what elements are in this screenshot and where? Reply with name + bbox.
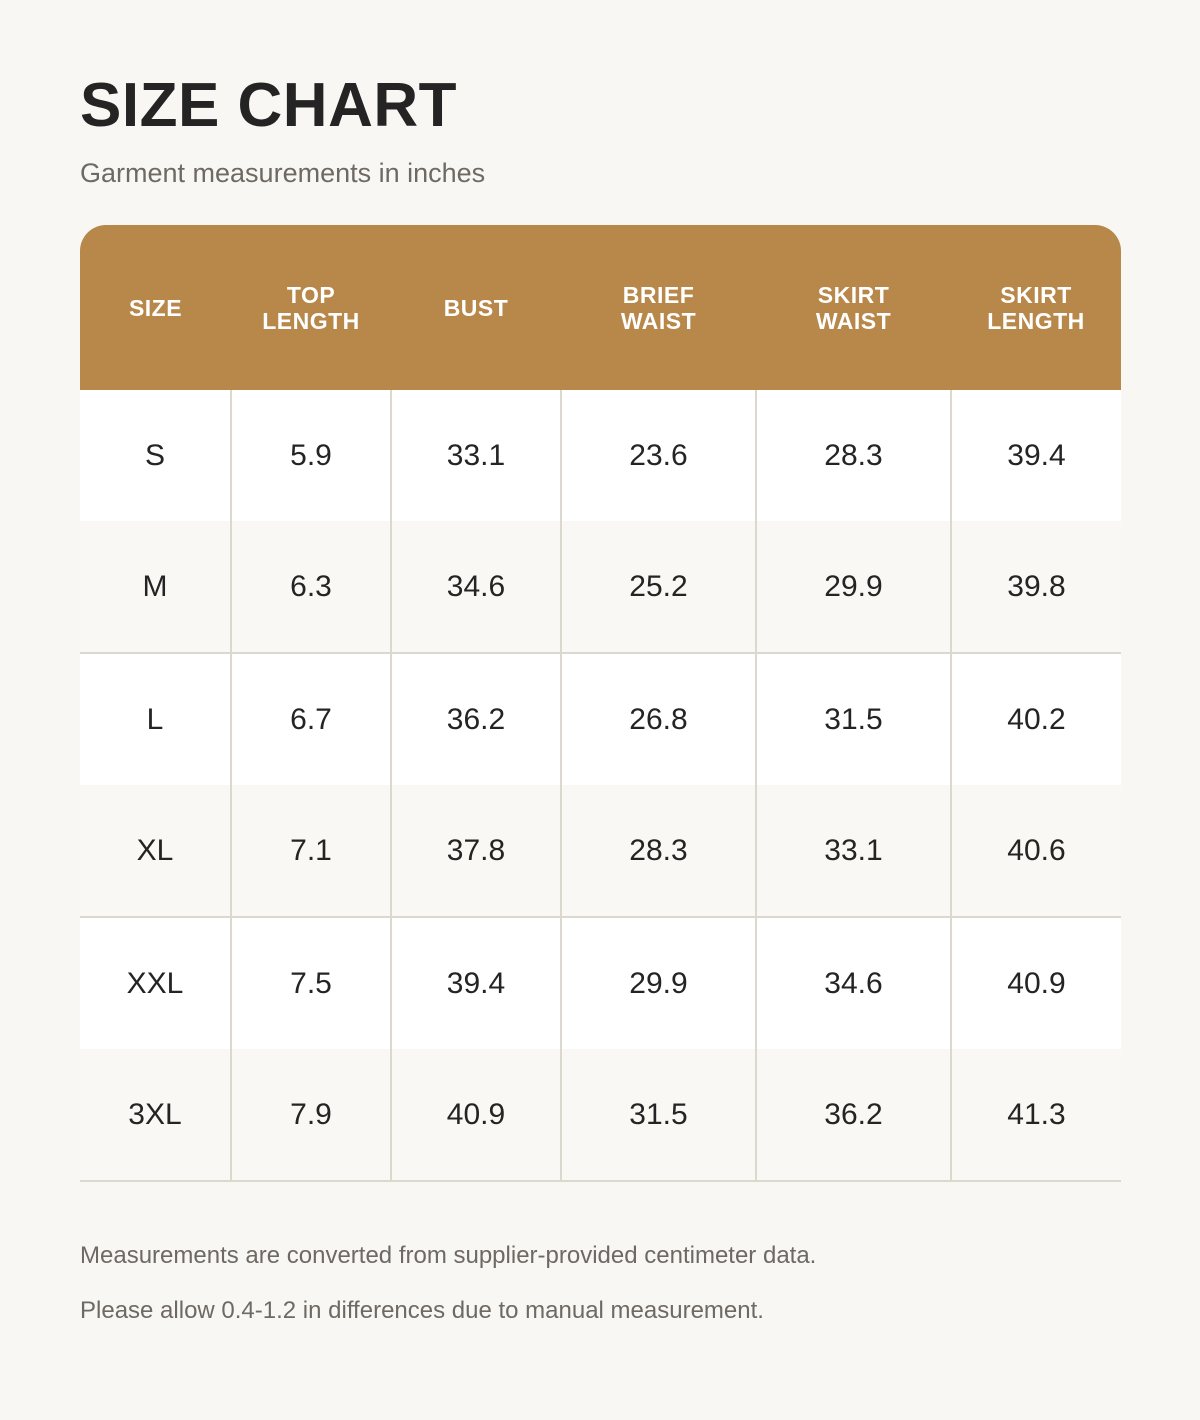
- table-cell-top-length: 7.9: [230, 1049, 391, 1182]
- table-cell-skirt-waist: 31.5: [755, 653, 951, 785]
- table-cell-skirt-length: 40.6: [950, 785, 1121, 918]
- column-header-line: SIZE: [128, 294, 183, 321]
- table-cell-brief-waist: 29.9: [560, 917, 756, 1049]
- column-header-line: LENGTH: [262, 307, 360, 334]
- table-cell-size: S: [144, 438, 165, 472]
- table-cell-top-length: 6.7: [230, 653, 391, 785]
- table-cell-top-length: 5.9: [230, 390, 391, 521]
- table-cell-bust: 39.4: [390, 917, 561, 1049]
- column-header-line: BRIEF: [622, 281, 695, 308]
- table-cell-bust: 36.2: [390, 653, 561, 785]
- table-cell-brief-waist: 26.8: [560, 653, 756, 785]
- conversion-note: Measurements are converted from supplier…: [80, 1242, 817, 1269]
- table-cell-skirt-waist: 28.3: [755, 390, 951, 521]
- size-chart-table-container: SIZE TOP LENGTH BUST BRIEF WAIST SKIRT WAIST SKI…: [80, 225, 1121, 1182]
- column-header-skirt-length: SKIRT LENGTH: [951, 225, 1121, 390]
- table-row: L 6.7 36.2 26.8 31.5 40.2: [80, 653, 1121, 785]
- table-cell-skirt-length: 40.9: [950, 917, 1121, 1049]
- table-row: XL 7.1 37.8 28.3 33.1 40.6: [80, 785, 1121, 918]
- size-chart-table: SIZE TOP LENGTH BUST BRIEF WAIST SKIRT WAIST SKI…: [80, 225, 1121, 1182]
- table-row: 3XL 7.9 40.9 31.5 36.2 41.3: [80, 1049, 1121, 1182]
- table-cell-size: L: [146, 702, 164, 736]
- table-cell-top-length: 7.5: [230, 917, 391, 1049]
- column-header-line: BUST: [443, 294, 509, 321]
- table-cell-size: M: [80, 521, 231, 654]
- table-cell-size: 3XL: [80, 1049, 231, 1182]
- table-cell-brief-waist: 25.2: [560, 521, 756, 654]
- column-header-skirt-waist: SKIRT WAIST: [756, 225, 951, 390]
- table-cell-size: XL: [80, 785, 231, 918]
- table-header: SIZE TOP LENGTH BUST BRIEF WAIST SKIRT WAIST SKI…: [80, 225, 1121, 390]
- table-cell-bust: 37.8: [390, 785, 561, 918]
- column-header-bust: BUST: [391, 225, 561, 390]
- page-title: SIZE CHART: [80, 71, 457, 140]
- table-row: S 5.9 33.1 23.6 28.3 39.4: [80, 390, 1121, 521]
- table-cell-top-length: 7.1: [230, 785, 391, 918]
- column-header-line: SKIRT: [1000, 281, 1072, 308]
- table-body: S 5.9 33.1 23.6 28.3 39.4 M 6.3 34.6 25.2 29.9 39.8…: [80, 390, 1121, 1182]
- column-header-top-length: TOP LENGTH: [231, 225, 391, 390]
- column-header-line: SKIRT: [817, 281, 890, 308]
- table-cell-bust: 40.9: [390, 1049, 561, 1182]
- tolerance-note: Please allow 0.4-1.2 in differences due …: [80, 1297, 764, 1324]
- header-row: SIZE TOP LENGTH BUST BRIEF WAIST SKIRT WAIST SKI…: [80, 225, 1121, 390]
- table-cell-skirt-length: 40.2: [950, 653, 1121, 785]
- column-header-line: WAIST: [815, 307, 892, 334]
- table-cell-brief-waist: 23.6: [560, 390, 756, 521]
- column-header-line: TOP: [286, 281, 336, 308]
- table-cell-skirt-length: 39.8: [950, 521, 1121, 654]
- table-cell-brief-waist: 31.5: [560, 1049, 756, 1182]
- table-cell-skirt-waist: 33.1: [755, 785, 951, 918]
- column-header-brief-waist: BRIEF WAIST: [561, 225, 756, 390]
- page-subtitle: Garment measurements in inches: [80, 158, 486, 188]
- table-cell-bust: 34.6: [390, 521, 561, 654]
- table-row: XXL 7.5 39.4 29.9 34.6 40.9: [80, 917, 1121, 1049]
- column-header-line: WAIST: [620, 307, 697, 334]
- table-cell-bust: 33.1: [390, 390, 561, 521]
- table-cell-size: XXL: [126, 966, 184, 1000]
- table-cell-skirt-waist: 29.9: [755, 521, 951, 654]
- column-header-size: SIZE: [80, 225, 231, 390]
- table-cell-skirt-waist: 36.2: [755, 1049, 951, 1182]
- column-header-line: LENGTH: [987, 307, 1085, 334]
- table-cell-skirt-length: 39.4: [950, 390, 1121, 521]
- table-cell-skirt-waist: 34.6: [755, 917, 951, 1049]
- table-row: M 6.3 34.6 25.2 29.9 39.8: [80, 521, 1121, 654]
- table-cell-brief-waist: 28.3: [560, 785, 756, 918]
- table-cell-top-length: 6.3: [230, 521, 391, 654]
- table-cell-skirt-length: 41.3: [950, 1049, 1121, 1182]
